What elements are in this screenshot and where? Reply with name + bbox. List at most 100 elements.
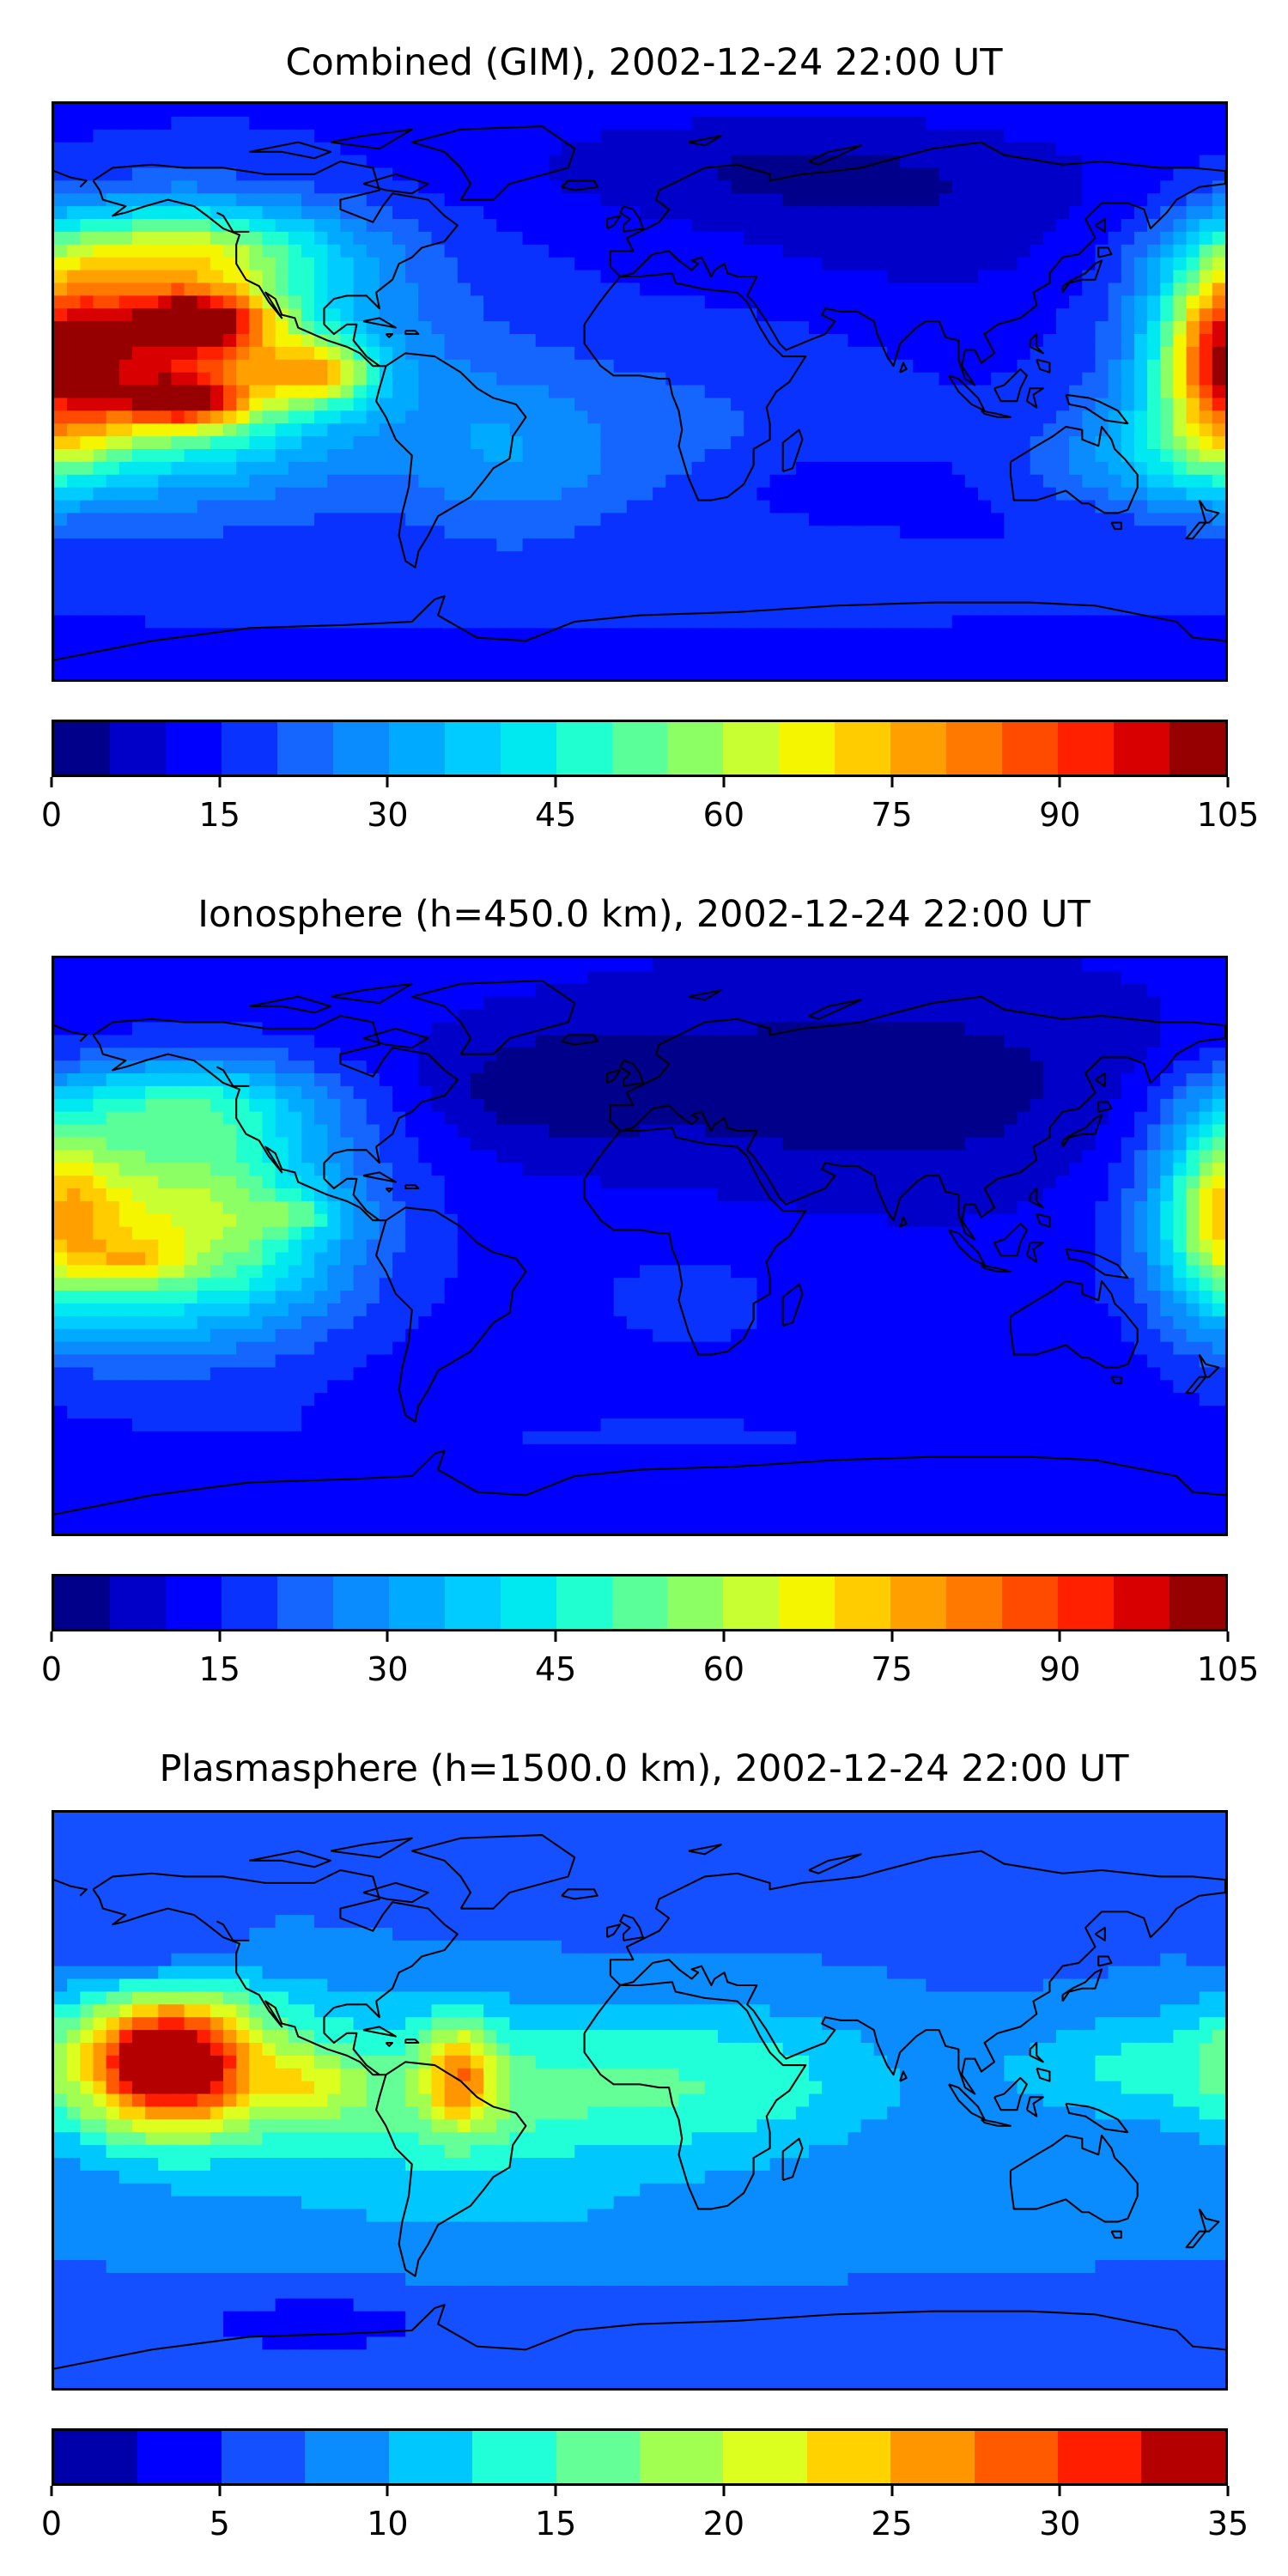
coastline (375, 2061, 527, 2277)
coastline (993, 2076, 1028, 2111)
coastline (609, 1850, 1225, 2095)
coastline (54, 595, 1225, 661)
colorbar-segment (723, 1577, 780, 1629)
coastline (781, 2137, 804, 2182)
coastline (981, 2118, 1012, 2127)
coastline (1065, 2102, 1129, 2134)
coastline (619, 205, 644, 233)
colorbar-segment (723, 2431, 807, 2483)
coastline (54, 2304, 1225, 2370)
colorbar-segment (388, 1577, 445, 1629)
colorbar-segment (276, 1577, 333, 1629)
colorbar-tick (554, 777, 557, 787)
coastline (993, 368, 1028, 403)
coastline (1036, 1212, 1051, 1228)
colorbar-tick-label: 20 (702, 2505, 745, 2543)
colorbar-tick-label: 105 (1196, 1650, 1260, 1688)
coastline (362, 1171, 397, 1183)
coastline (1094, 1072, 1106, 1087)
colorbar-segment (667, 1577, 724, 1629)
panel-title: Plasmasphere (h=1500.0 km), 2002-12-24 2… (159, 1747, 1129, 1790)
colorbar-segment (1141, 2431, 1225, 2483)
colorbar-segment (1058, 1577, 1115, 1629)
coastline (330, 982, 413, 1005)
colorbar-segment (444, 1577, 501, 1629)
colorbar-segment (1002, 722, 1059, 775)
coastline (92, 160, 459, 368)
colorbar-segment (54, 1577, 110, 1629)
colorbar-tick (554, 2486, 557, 2496)
colorbar-tick (1058, 2486, 1061, 2496)
colorbar-segment (444, 722, 501, 775)
coastline (1185, 1353, 1220, 1394)
coastline (1029, 332, 1044, 355)
coastline (330, 1837, 413, 1859)
coastline (808, 1853, 862, 1874)
colorbar-tick-label: 15 (534, 2505, 577, 2543)
coastline (619, 1060, 644, 1087)
coastline (385, 332, 394, 338)
coastline (899, 1216, 908, 1228)
coastline (249, 1850, 332, 1868)
colorbar-segment (779, 722, 835, 775)
map-plasmasphere (52, 1810, 1228, 2391)
coastline (609, 141, 1225, 386)
coastline (781, 428, 804, 473)
map-ionosphere (52, 956, 1228, 1536)
colorbar-tick (890, 777, 894, 787)
colorbar-segment (835, 722, 891, 775)
colorbar-tick-label: 45 (534, 1650, 577, 1688)
colorbar-tick-label: 15 (198, 1650, 240, 1688)
coastline (1110, 1376, 1122, 1385)
colorbar-tick (1226, 1631, 1230, 1642)
coastline (54, 1024, 88, 1042)
colorbar-segment (1058, 722, 1115, 775)
coastline (1025, 1242, 1044, 1263)
coastline (688, 989, 722, 1001)
coastline (1029, 2041, 1044, 2063)
coastline (249, 141, 332, 160)
colorbar-tick (722, 1631, 726, 1642)
coastline (1036, 2067, 1051, 2082)
colorbar-ticks: 0 15 30 45 60 75 90 105 (41, 777, 1259, 834)
colorbar-segment (54, 2431, 138, 2483)
colorbar-tick-label: 0 (40, 2505, 63, 2543)
coastline (54, 1449, 1225, 1516)
colorbar-segment (1170, 1577, 1226, 1629)
colorbar-tick (890, 1631, 894, 1642)
colorbar-segment (388, 2431, 473, 2483)
colorbar-segment (1058, 2431, 1142, 2483)
colorbar-segment (221, 722, 277, 775)
colorbar-segment (1114, 722, 1170, 775)
coastline (619, 1914, 644, 1941)
colorbar-segment (779, 1577, 835, 1629)
colorbar-tick (1226, 777, 1230, 787)
colorbar-tick-label: 25 (871, 2505, 913, 2543)
coastline (410, 980, 576, 1055)
colorbar-tick (1058, 1631, 1061, 1642)
coastline (375, 352, 527, 568)
coastline (583, 1127, 807, 1356)
coastline (688, 1844, 722, 1856)
colorbar-segment (611, 722, 668, 775)
coastline (404, 1184, 420, 1190)
colorbar-ticks: 0 15 30 45 60 75 90 105 (41, 1631, 1259, 1688)
colorbar-segment (946, 722, 1003, 775)
coastline (583, 272, 807, 501)
colorbar-segment (667, 722, 724, 775)
colorbar-tick-label: 30 (1039, 2505, 1081, 2543)
tec-map (54, 104, 1225, 679)
colorbar-segment (556, 722, 612, 775)
coastline (1009, 425, 1139, 514)
coastline (899, 2070, 908, 2082)
coastline (606, 1069, 622, 1084)
coastline (1025, 387, 1044, 409)
coastline (1009, 2134, 1139, 2223)
colorbar-tick-label: 105 (1196, 796, 1260, 834)
coastline (1110, 2230, 1122, 2239)
colorbar-tick-label: 75 (871, 796, 913, 834)
coastline (410, 1834, 576, 1910)
colorbar-segment (890, 722, 947, 775)
coastline (1185, 499, 1220, 540)
colorbar-segment (835, 1577, 891, 1629)
